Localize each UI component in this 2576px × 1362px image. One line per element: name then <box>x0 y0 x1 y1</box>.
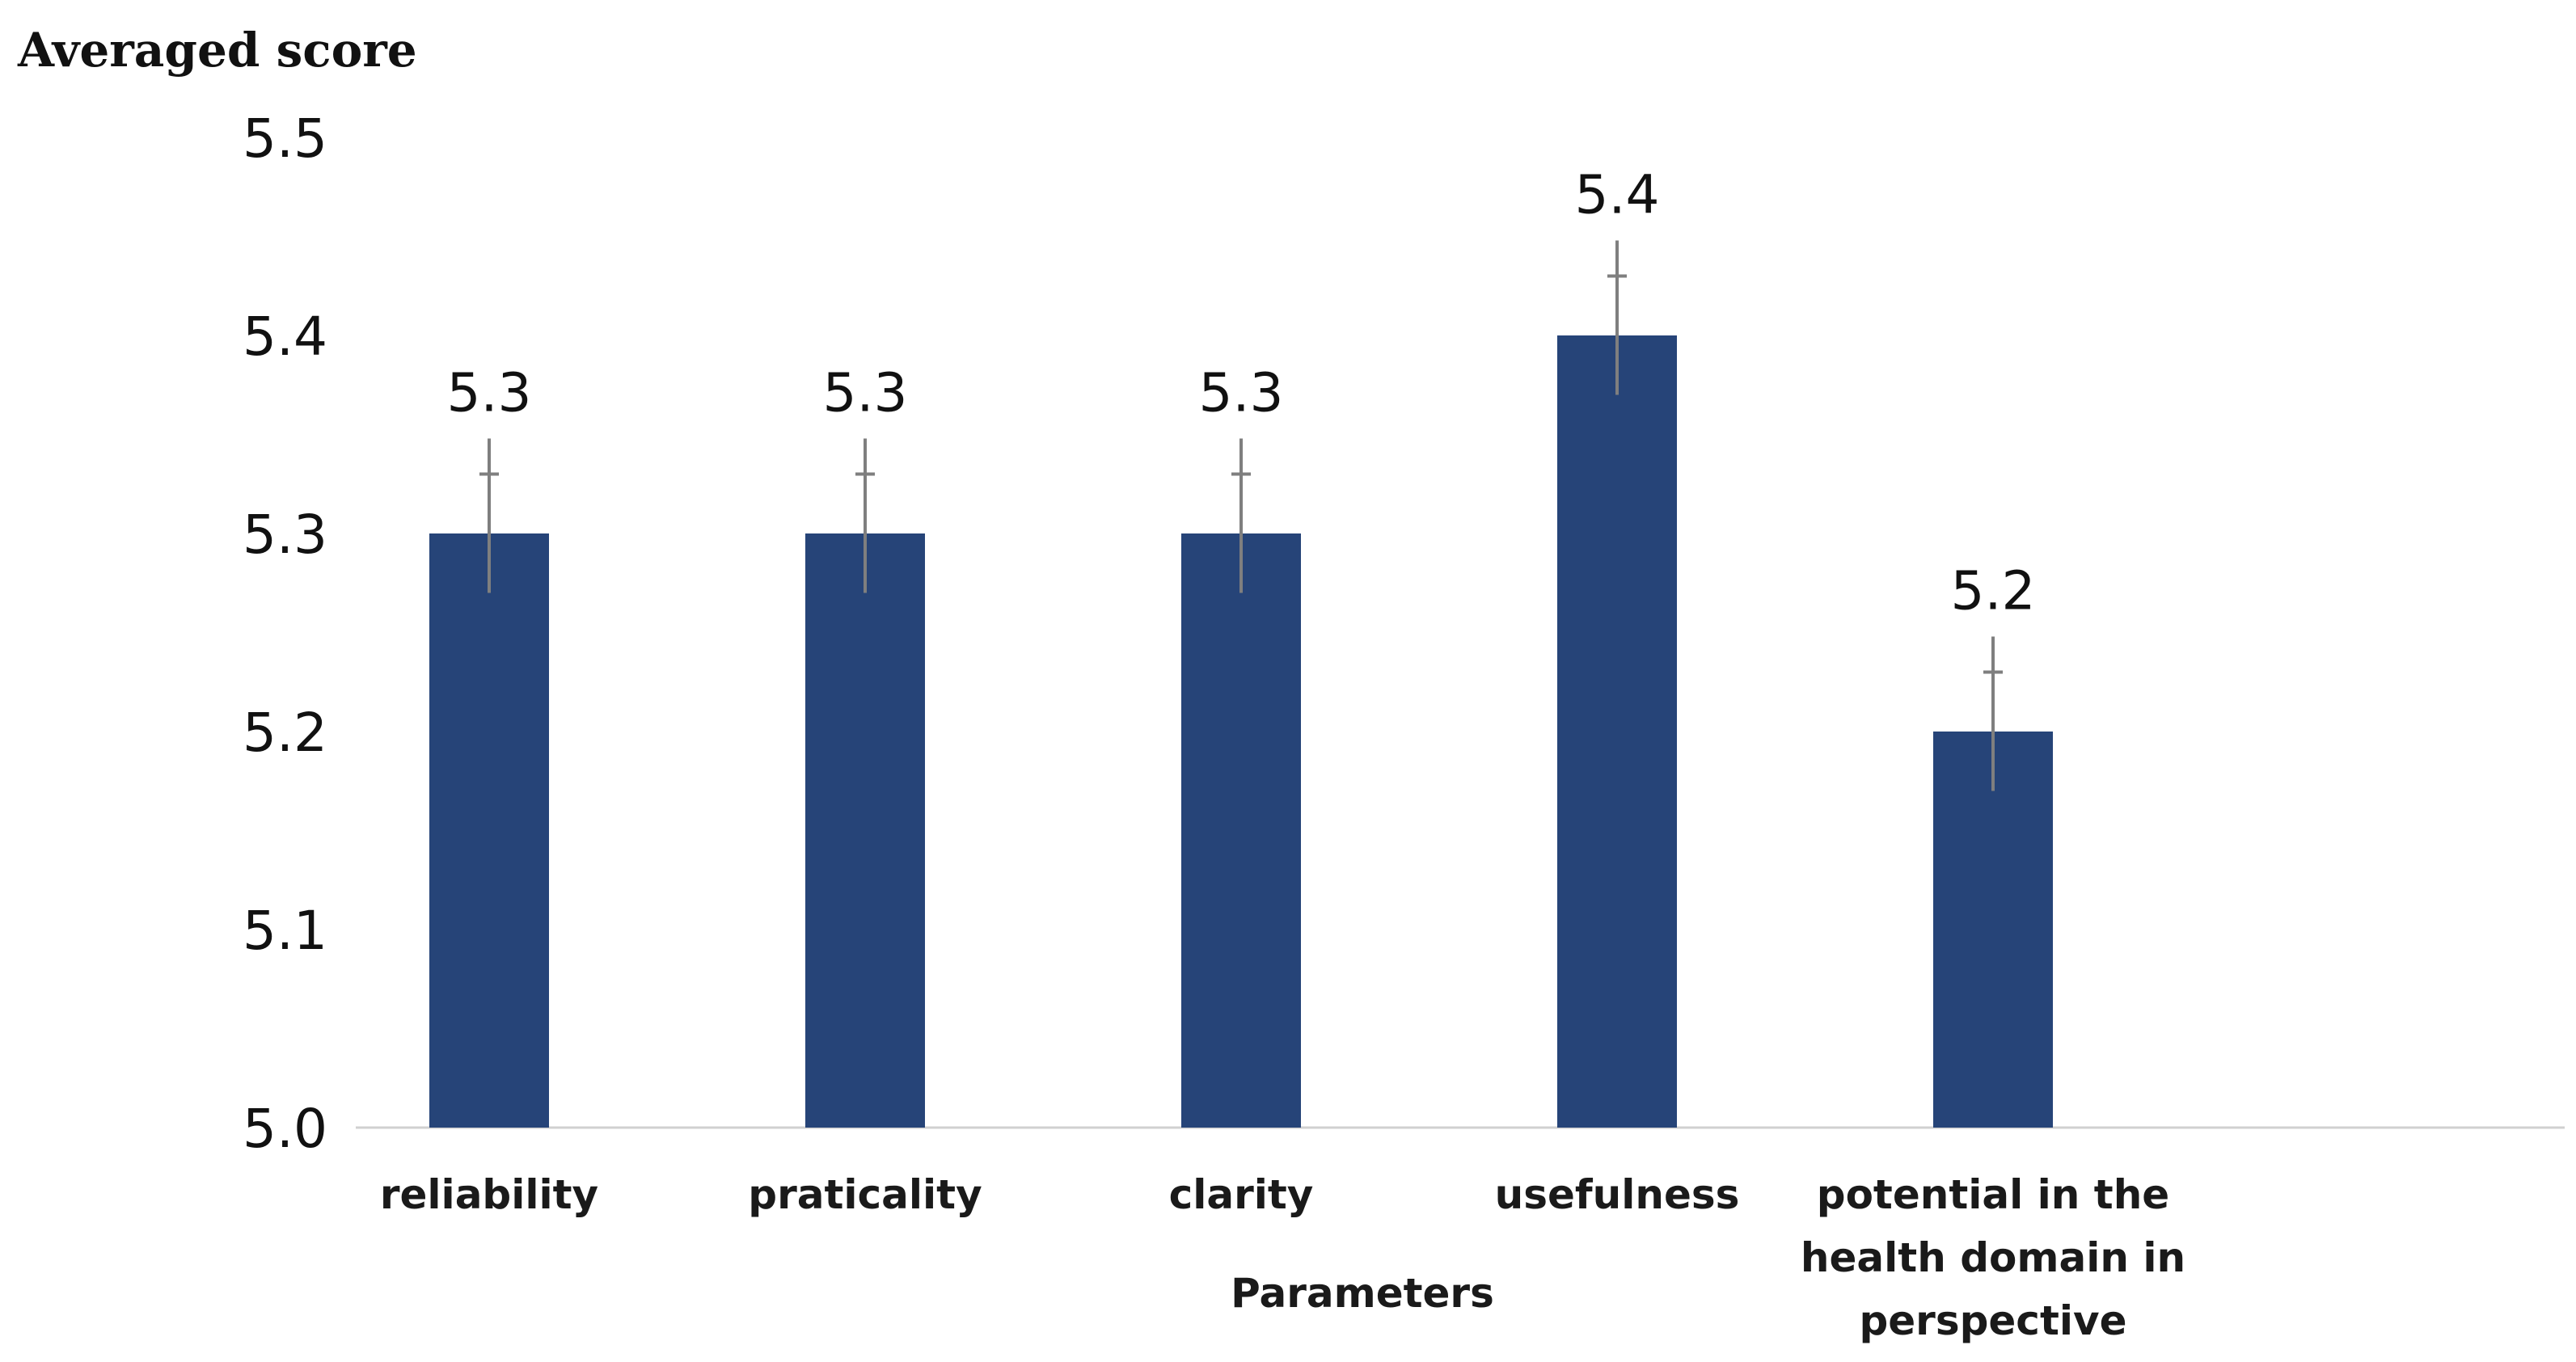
error-bar <box>479 438 499 593</box>
x-tick-label: praticality <box>748 1171 982 1218</box>
bar <box>429 533 549 1128</box>
x-tick-label-line: health domain in <box>1801 1234 2185 1281</box>
y-tick-label: 5.5 <box>243 108 327 170</box>
x-tick-label-line: praticality <box>748 1171 982 1218</box>
error-bar <box>1607 240 1627 395</box>
data-label: 5.3 <box>447 362 532 424</box>
x-tick-label-line: perspective <box>1859 1297 2126 1344</box>
bar <box>805 533 925 1128</box>
y-axis-ticks: 5.0 5.1 5.2 5.3 5.4 5.5 <box>243 108 327 1160</box>
y-axis-title: Averaged score <box>17 23 417 78</box>
y-tick-label: 5.1 <box>243 900 327 962</box>
x-tick-label-line: potential in the <box>1817 1171 2169 1218</box>
y-tick-label: 5.3 <box>243 504 327 566</box>
y-tick-label: 5.2 <box>243 702 327 764</box>
x-tick-label: usefulness <box>1495 1171 1740 1218</box>
error-bar <box>855 438 875 593</box>
bar <box>1557 335 1677 1128</box>
x-axis-title: Parameters <box>1231 1270 1494 1317</box>
data-label: 5.3 <box>1199 362 1284 424</box>
bars-group <box>429 335 2053 1128</box>
x-tick-label: reliability <box>380 1171 598 1218</box>
x-tick-label: potential in the health domain in perspect… <box>1801 1171 2185 1344</box>
x-tick-label-line: clarity <box>1169 1171 1314 1218</box>
data-label: 5.4 <box>1575 164 1660 226</box>
x-tick-label: clarity <box>1169 1171 1314 1218</box>
x-tick-label-line: reliability <box>380 1171 598 1218</box>
bar <box>1181 533 1301 1128</box>
y-tick-label: 5.0 <box>243 1098 327 1160</box>
x-axis-ticks: reliability praticality clarity usefulness p… <box>380 1171 2185 1344</box>
data-label: 5.2 <box>1951 560 2036 622</box>
error-bar <box>1231 438 1251 593</box>
x-tick-label-line: usefulness <box>1495 1171 1740 1218</box>
error-bars-group <box>479 240 2003 791</box>
y-tick-label: 5.4 <box>243 306 327 368</box>
bar <box>1933 732 2053 1128</box>
data-label: 5.3 <box>823 362 908 424</box>
data-labels-group: 5.3 5.3 5.3 5.4 5.2 <box>447 164 2036 622</box>
error-bar <box>1983 636 2003 791</box>
